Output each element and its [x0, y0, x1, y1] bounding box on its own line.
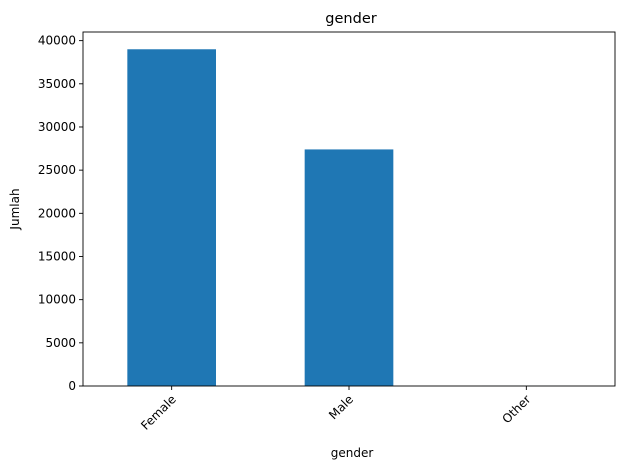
bar-female — [127, 49, 216, 387]
y-tick-label: 15000 — [38, 249, 76, 263]
y-tick-label: 40000 — [38, 34, 76, 48]
x-tick-label: Other — [499, 392, 533, 426]
bars-group — [127, 49, 571, 387]
x-tick-label: Female — [138, 392, 179, 433]
x-axis-label: gender — [331, 446, 374, 460]
y-tick-label: 20000 — [38, 206, 76, 220]
y-tick-label: 25000 — [38, 163, 76, 177]
chart-title: gender — [325, 11, 376, 27]
y-tick-label: 30000 — [38, 120, 76, 134]
y-tick-label: 0 — [68, 379, 76, 393]
y-axis-ticks: 0 5000 10000 15000 20000 25000 30000 35000 40000 — [38, 34, 83, 393]
x-tick-label: Male — [326, 392, 356, 422]
y-tick-label: 5000 — [45, 336, 76, 350]
bar-male — [304, 149, 394, 386]
y-tick-label: 10000 — [38, 293, 76, 307]
plot-frame — [82, 31, 616, 387]
y-axis-label: Jumlah — [8, 188, 22, 230]
y-tick-label: 35000 — [38, 77, 76, 91]
x-axis-ticks: Female Male Other — [138, 386, 533, 433]
